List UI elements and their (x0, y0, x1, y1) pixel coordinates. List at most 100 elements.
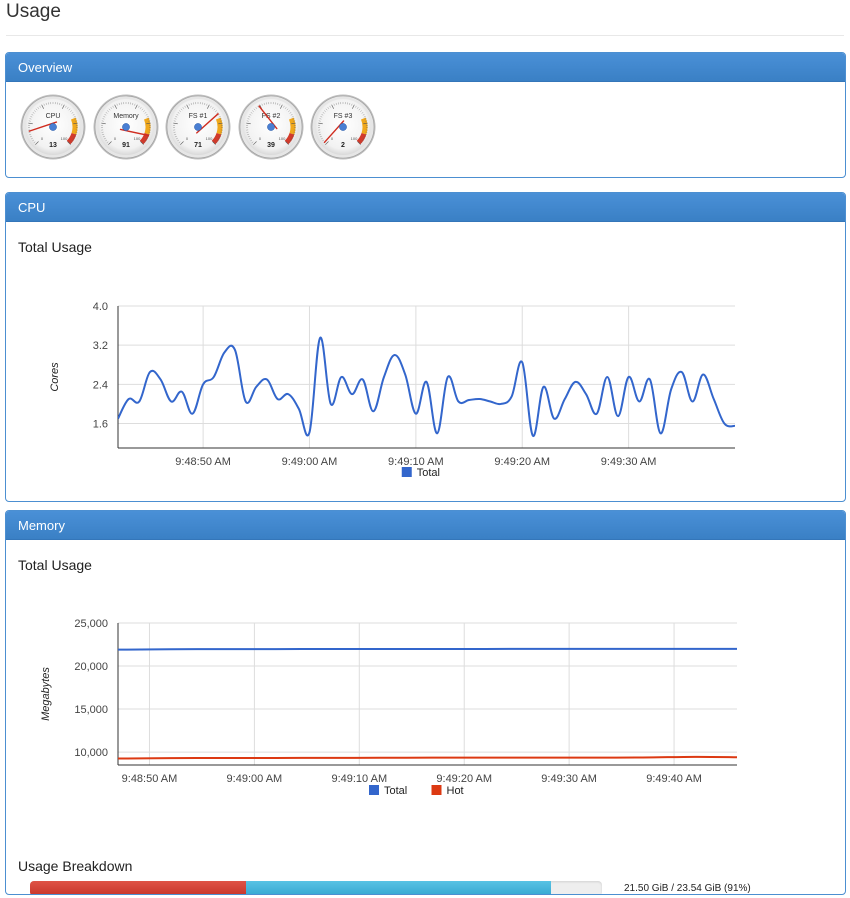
gauge-tick (355, 105, 357, 108)
gauge-tick (103, 137, 106, 140)
gauge-tick (43, 103, 45, 106)
gauge-tick (74, 135, 77, 138)
gauge-cpu: 0 100 CPU 13 (20, 94, 86, 160)
gauge-tick (39, 105, 41, 108)
legend-label-hot: Hot (447, 785, 464, 797)
memory-chart-title: Total Usage (18, 557, 92, 573)
gauge-tick (37, 107, 40, 109)
gauge-max-label: 100 (206, 136, 213, 141)
gauge-tick (218, 122, 223, 125)
gauge-hub (339, 123, 347, 131)
gauge-tick (70, 141, 73, 144)
gauge-tick (206, 103, 208, 106)
y-tick-label: 10,000 (74, 747, 108, 759)
gauge-tick (219, 133, 222, 135)
gauge-tick (111, 105, 114, 108)
y-tick-label: 15,000 (74, 704, 108, 716)
gauge-tick (363, 116, 366, 118)
gauge-tick (184, 105, 186, 108)
legend-label-total: Total (384, 785, 407, 797)
gauge-tick (176, 137, 178, 140)
gauge-label: CPU (46, 113, 61, 120)
gauge-tick (131, 102, 133, 105)
x-tick-label: 9:49:10 AM (388, 456, 444, 468)
gauge-tick (289, 139, 292, 142)
gauge-value: 13 (49, 142, 57, 149)
cpu-panel: CPU Total Usage 4.0 3.2 2.4 1.6 9:48:50 AM 9:… (5, 192, 846, 502)
gauge-tick (261, 103, 263, 106)
gauge-tick (145, 122, 151, 125)
gauge-tick (363, 137, 365, 140)
gauge-tick (291, 116, 294, 118)
gauge-tick (252, 141, 257, 145)
gauge-tick (179, 110, 181, 112)
gauge-tick (100, 122, 106, 125)
series-line-total (118, 336, 735, 437)
gauge-tick (216, 112, 219, 114)
gauge-tick (210, 105, 212, 108)
gauge-tick (290, 122, 296, 125)
gauge-tick (364, 135, 367, 138)
gauge-tick (107, 141, 112, 145)
usage-breakdown-hot-segment (30, 881, 247, 894)
gauge-tick (218, 137, 220, 140)
gauge-tick (352, 104, 355, 109)
gauge-tick (335, 102, 337, 105)
gauge-tick (70, 110, 72, 112)
gauge-tick (133, 103, 135, 106)
cpu-chart-title: Total Usage (18, 239, 92, 255)
gauge-tick (176, 114, 179, 116)
x-tick-label: 9:49:20 AM (494, 456, 550, 468)
gauge-tick (73, 122, 78, 125)
gauge-tick (45, 102, 47, 105)
y-tick-label: 4.0 (93, 301, 108, 313)
gauge-tick (186, 104, 189, 109)
gauge-tick (147, 118, 150, 120)
gauge-tick (360, 141, 363, 144)
usage-breakdown-bar (30, 881, 602, 894)
gauge-tick (66, 107, 69, 109)
gauge-tick (74, 118, 77, 120)
gauge-tick (351, 103, 353, 106)
usage-breakdown-title: Usage Breakdown (18, 858, 133, 874)
gauge-tick (288, 141, 290, 144)
gauge-tick (322, 139, 325, 142)
gauge-tick (212, 141, 216, 145)
y-axis-title: Megabytes (40, 667, 52, 721)
gauge-min-label: 0 (186, 136, 189, 141)
gauge-tick (292, 133, 295, 135)
memory-usage-chart: 25,000 20,000 15,000 10,000 9:48:50 AM 9:49:0… (40, 618, 737, 797)
gauge-tick (32, 139, 35, 142)
gauge-hub (49, 123, 57, 131)
gauge-tick (190, 102, 192, 105)
gauge-tick (180, 108, 183, 111)
gauge-tick (284, 107, 286, 109)
gauge-tick (319, 133, 322, 135)
gauge-tick (216, 139, 219, 142)
gauge-tick (35, 108, 38, 111)
gauge-tick (213, 108, 216, 111)
gauge-tick (178, 141, 181, 144)
gauge-tick (251, 141, 253, 144)
gauge-tick (327, 107, 330, 109)
legend-swatch-hot (431, 785, 442, 795)
gauge-max-label: 100 (278, 136, 285, 141)
gauge-warning-band (143, 117, 150, 135)
cpu-usage-chart: 4.0 3.2 2.4 1.6 9:48:50 AM 9:49:00 AM 9:49:10 … (49, 301, 735, 479)
gauge-tick (118, 102, 120, 105)
gauge-tick (139, 141, 144, 145)
gauge-min-label: 0 (258, 136, 261, 141)
y-axis-title: Cores (49, 362, 61, 392)
gauge-tick (246, 118, 249, 120)
x-tick-label: 9:49:40 AM (646, 773, 702, 785)
gauge-tick (362, 114, 365, 116)
gauge-tick (357, 141, 361, 145)
gauge-tick (356, 107, 359, 109)
y-tick-label: 20,000 (74, 661, 108, 673)
gauge-tick (73, 116, 76, 118)
gauge-tick (358, 108, 361, 111)
gauge-tick (134, 104, 138, 109)
gauge-tick (286, 108, 288, 111)
gauge-tick (363, 122, 368, 125)
gauge-tick (29, 133, 32, 135)
